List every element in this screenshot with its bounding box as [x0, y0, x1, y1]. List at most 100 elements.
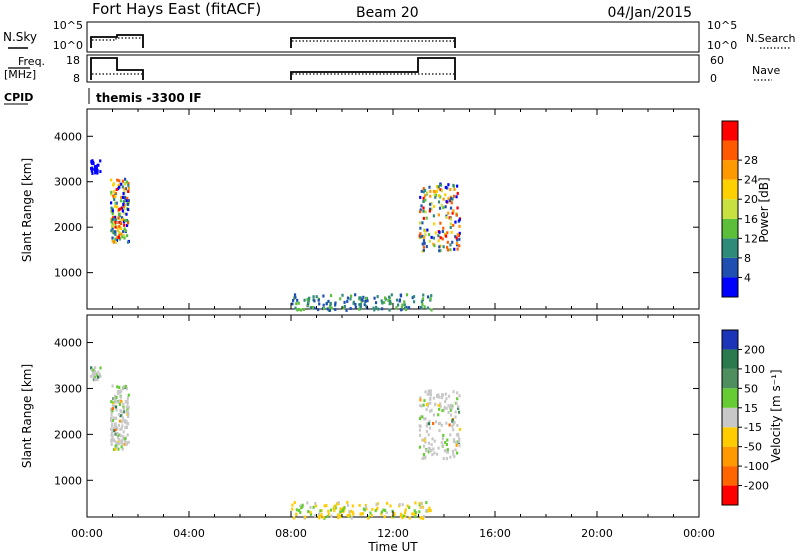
scatter-point [110, 439, 113, 443]
scatter-point [299, 308, 303, 312]
scatter-point [116, 385, 119, 389]
scatter-point [440, 396, 444, 400]
scatter-point [405, 293, 409, 297]
scatter-point [442, 444, 445, 448]
scatter-point [428, 426, 432, 430]
scatter-point [359, 302, 363, 306]
scatter-point [421, 249, 424, 253]
scatter-point [351, 510, 354, 514]
scatter-point [346, 296, 350, 300]
scatter-point [120, 434, 123, 438]
scatter-point [373, 296, 376, 300]
scatter-point [313, 514, 317, 518]
scatter-point [127, 186, 130, 190]
scatter-point [450, 406, 454, 410]
scatter-point [330, 306, 333, 310]
scatter-point [117, 187, 120, 191]
scatter-point [370, 514, 374, 518]
colorbar-swatch [722, 257, 738, 278]
scatter-point [110, 220, 113, 224]
scatter-point [301, 503, 304, 507]
colorbar-tick-label: 8 [744, 252, 751, 265]
scatter-point [363, 303, 366, 307]
scatter-point [114, 440, 117, 444]
scatter-point [93, 165, 97, 169]
colorbar-tick-label: 50 [744, 382, 758, 395]
scatter-point [112, 447, 116, 451]
scatter-point [118, 442, 121, 446]
scatter-point [449, 198, 453, 202]
scatter-point [330, 514, 333, 518]
scatter-point [121, 416, 124, 420]
scatter-point [420, 306, 423, 310]
scatter-point [452, 390, 455, 394]
scatter-point [384, 508, 387, 512]
scatter-point [456, 206, 459, 210]
scatter-point [299, 510, 302, 514]
scatter-point [444, 185, 447, 189]
scatter-point [441, 393, 444, 397]
scatter-point [437, 185, 440, 189]
scatter-point [327, 299, 330, 303]
scatter-point [455, 443, 458, 447]
scatter-point [426, 306, 430, 310]
scatter-point [90, 167, 93, 171]
scatter-point [401, 503, 404, 507]
scatter-point [323, 504, 326, 508]
scatter-point [123, 418, 126, 422]
scatter-point [404, 508, 407, 512]
colorbar-tick-label: 24 [744, 174, 758, 187]
scatter-point [399, 514, 402, 518]
beam-label: Beam 20 [356, 5, 419, 21]
scatter-point [114, 201, 117, 205]
velocity-panel: 1000 2000 3000 4000 Slant Range [km] -200 -1… [20, 314, 783, 520]
scatter-point [120, 195, 123, 199]
scatter-point [359, 512, 362, 516]
power-scatter [90, 159, 462, 312]
scatter-point [112, 231, 115, 235]
scatter-point [117, 391, 120, 395]
scatter-point [306, 303, 309, 307]
scatter-point [123, 207, 126, 211]
scatter-point [360, 298, 363, 302]
scatter-point [455, 213, 458, 217]
scatter-point [432, 447, 435, 451]
scatter-point [334, 307, 337, 311]
scatter-point [419, 415, 422, 419]
scatter-point [126, 402, 129, 406]
scatter-point [455, 402, 458, 406]
scatter-point [397, 303, 400, 307]
scatter-point [374, 301, 378, 305]
scatter-point [329, 294, 333, 298]
scatter-point [423, 194, 427, 198]
velocity-scatter [89, 366, 462, 520]
scatter-point [322, 515, 325, 519]
scatter-point [457, 434, 460, 438]
scatter-point [126, 399, 129, 403]
colorbar-swatch [722, 349, 738, 369]
scatter-point [426, 191, 429, 195]
scatter-point [421, 242, 424, 246]
scatter-point [421, 505, 425, 509]
scatter-point [438, 421, 442, 425]
scatter-point [112, 397, 115, 401]
scatter-point [422, 239, 426, 243]
scatter-point [93, 371, 96, 375]
scatter-point [445, 200, 448, 204]
scatter-point [429, 401, 432, 405]
scatter-point [123, 420, 127, 424]
scatter-point [111, 434, 114, 438]
scatter-point [369, 511, 372, 515]
scatter-point [90, 160, 93, 164]
scatter-point [421, 438, 424, 442]
scatter-point [359, 306, 362, 310]
scatter-point [429, 409, 432, 413]
scatter-point [424, 440, 427, 444]
scatter-point [115, 205, 119, 209]
scatter-point [91, 371, 95, 375]
scatter-point [429, 449, 432, 453]
scatter-point [422, 209, 425, 213]
nsearch-tick-top: 10^5 [707, 19, 737, 32]
scatter-point [98, 372, 101, 376]
scatter-point [322, 307, 326, 311]
